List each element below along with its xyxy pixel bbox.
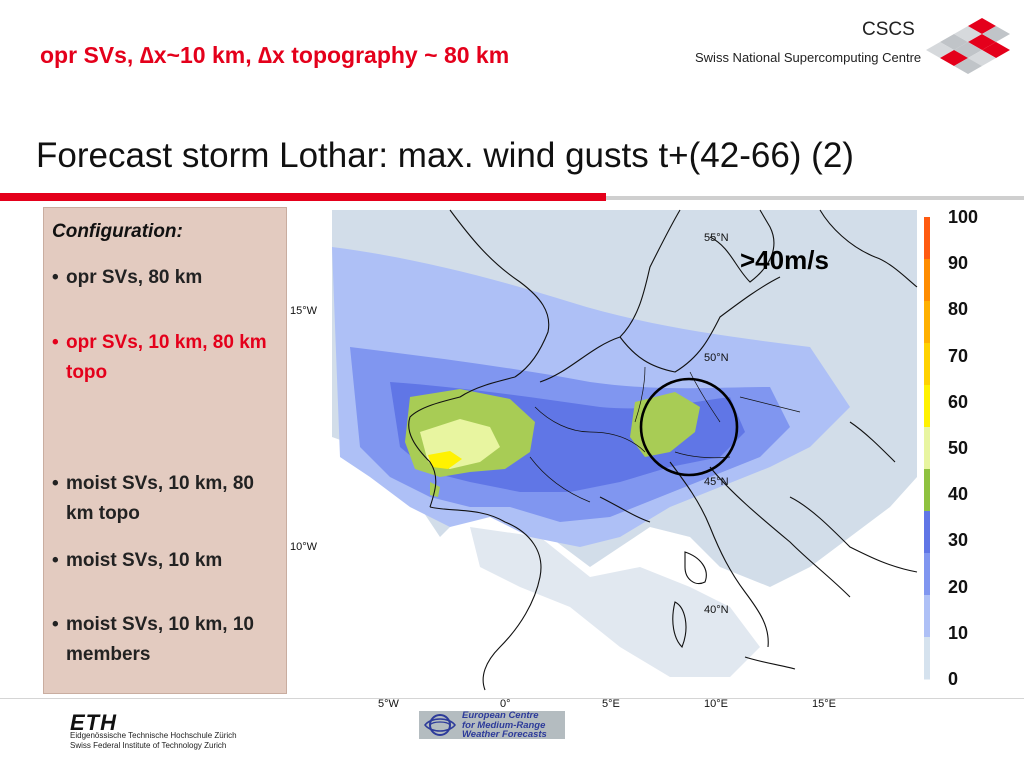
footer-divider xyxy=(0,698,1024,699)
config-item-3: • moist SVs, 10 km, 80 km topo xyxy=(52,469,284,529)
colorbar-label: 90 xyxy=(948,253,969,274)
page-title: Forecast storm Lothar: max. wind gusts t… xyxy=(36,136,854,175)
lon-label-15e: 15°E xyxy=(812,698,836,707)
lon-label-5e: 5°E xyxy=(602,698,620,707)
colorbar-label: 60 xyxy=(948,391,969,412)
colorbar-label: 50 xyxy=(948,438,969,458)
config-item-2: • opr SVs, 10 km, 80 km topo xyxy=(52,328,284,388)
lat-label-40n: 40°N xyxy=(704,604,729,616)
lon-label-10e: 10°E xyxy=(704,698,728,707)
config-item-label: moist SVs, 10 km xyxy=(66,550,223,571)
eth-name-english: Swiss Federal Institute of Technology Zu… xyxy=(70,741,227,750)
ecmwf-line: Weather Forecasts xyxy=(462,729,547,740)
ecmwf-name: European Centre for Medium-Range Weather… xyxy=(462,711,547,740)
config-item-label: moist SVs, 10 km, 10 members xyxy=(66,614,254,665)
slide-subtitle: opr SVs, ∆x~10 km, ∆x topography ~ 80 km xyxy=(40,42,510,68)
eth-logo: ETH xyxy=(70,710,117,735)
lat-label-50n: 50°N xyxy=(704,352,729,364)
bullet: • xyxy=(52,267,59,288)
lon-label-5w: 5°W xyxy=(378,698,400,707)
lat-label-55n: 55°N xyxy=(704,232,729,244)
lon-label-10w: 10°W xyxy=(290,541,318,553)
colorbar-segment xyxy=(924,595,930,638)
colorbar-segment xyxy=(924,343,930,386)
eth-name-german: Eidgenössische Technische Hochschule Zür… xyxy=(70,731,237,740)
colorbar-label: 40 xyxy=(948,484,969,505)
coastlines xyxy=(408,209,918,691)
colorbar-segment xyxy=(924,385,930,428)
land-south-area xyxy=(470,527,760,677)
colorbar-segment xyxy=(924,259,930,302)
colorbar-label: 0 xyxy=(948,669,959,689)
bullet: • xyxy=(52,332,59,353)
config-item-label: opr SVs, 80 km xyxy=(66,267,203,288)
colorbar-label: 80 xyxy=(948,299,969,320)
config-item-1: • opr SVs, 80 km xyxy=(52,263,284,293)
bullet: • xyxy=(52,614,59,635)
colorbar-label: 30 xyxy=(948,530,969,551)
colorbar-segment xyxy=(924,301,930,344)
config-item-label: opr SVs, 10 km, 80 km topo xyxy=(66,332,267,383)
title-divider-red xyxy=(0,193,606,201)
ecmwf-line: for Medium-Range xyxy=(462,719,546,731)
lon-label-0: 0° xyxy=(500,698,511,707)
colorbar-segment xyxy=(924,469,930,512)
colorbar-segment xyxy=(924,427,930,470)
colorbar-label: 10 xyxy=(948,622,969,643)
colorbar-segment xyxy=(924,637,930,680)
config-item-5: • moist SVs, 10 km, 10 members xyxy=(52,610,284,670)
ecmwf-line: European Centre xyxy=(462,710,539,721)
highlight-circle xyxy=(639,377,739,477)
lat-label-45n: 45°N xyxy=(704,476,729,488)
cscs-name: CSCS xyxy=(862,19,915,40)
colorbar-segment xyxy=(924,553,930,596)
wind-zone-40-50-alps xyxy=(630,392,700,457)
colorbar-label: 100 xyxy=(948,207,979,227)
colorbar-segment xyxy=(924,511,930,554)
config-item-label: moist SVs, 10 km, 80 km topo xyxy=(66,473,254,524)
cscs-logo-icon xyxy=(926,18,1010,74)
lon-label-15w: 15°W xyxy=(290,305,318,317)
wind-gust-map: >40m/s 15°W 10°W 55°N 50°N 45°N 40°N 5°W… xyxy=(290,209,930,707)
cscs-full-name: Swiss National Supercomputing Centre xyxy=(695,50,922,65)
colorbar-segment xyxy=(924,217,930,260)
bullet: • xyxy=(52,473,59,494)
wind-zone-60-70 xyxy=(428,451,462,469)
configuration-title: Configuration: xyxy=(52,221,183,242)
title-divider-grey xyxy=(606,196,1024,200)
colorbar-label: 70 xyxy=(948,345,969,366)
ecmwf-emblem-icon xyxy=(424,714,456,736)
config-item-4: • moist SVs, 10 km xyxy=(52,546,284,576)
bullet: • xyxy=(52,550,59,571)
colorbar-label: 20 xyxy=(948,576,969,597)
configuration-panel xyxy=(43,207,287,694)
colorbar xyxy=(924,217,930,680)
wind-threshold-annotation: >40m/s xyxy=(740,245,829,275)
